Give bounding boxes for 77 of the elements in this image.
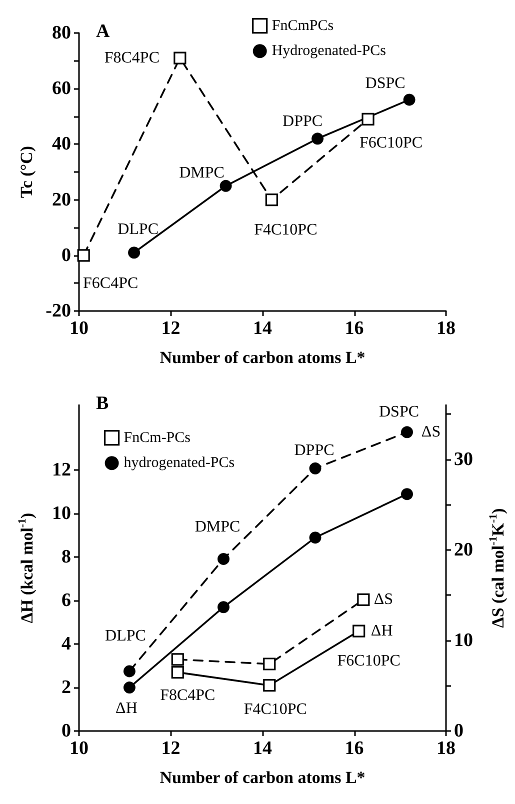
- x-axis-title: Number of carbon atoms L*: [160, 348, 366, 367]
- y2-tick-label: 30: [454, 448, 473, 470]
- annotation: F4C10PC: [254, 221, 318, 238]
- x-tick-label: 16: [344, 738, 364, 759]
- annotation: DSPC: [365, 75, 406, 92]
- point: [312, 132, 324, 145]
- y-tick-label: 12: [52, 460, 71, 481]
- x-axis-title: Number of carbon atoms L*: [160, 768, 366, 787]
- annotation: DPPC: [282, 113, 323, 130]
- point: [263, 658, 276, 670]
- annotation: F8C4PC: [104, 50, 160, 67]
- point: [174, 52, 186, 64]
- y-tick-label: 60: [52, 78, 71, 100]
- point: [357, 593, 370, 606]
- y-tick-label: 0: [62, 244, 71, 266]
- annotation: DLPC: [118, 221, 159, 238]
- point: [352, 624, 366, 638]
- x-tick-label: 18: [436, 318, 456, 339]
- point: [123, 665, 136, 678]
- point: [309, 462, 322, 474]
- annotation: F6C10PC: [359, 134, 423, 152]
- point: [77, 249, 90, 262]
- y-axis-title: Tc (°C): [16, 146, 36, 198]
- point: [362, 112, 374, 126]
- chart-title: A: [96, 21, 110, 42]
- annotation: F6C10PC: [337, 652, 400, 670]
- point: [401, 426, 414, 438]
- legend-label: FnCmPCs: [272, 18, 334, 34]
- legend-label: Hydrogenated-PCs: [272, 43, 386, 60]
- x-tick-label: 12: [161, 738, 180, 759]
- point: [128, 246, 140, 259]
- y2-tick-label: 20: [454, 539, 473, 560]
- y-tick-label: 8: [62, 546, 71, 568]
- x-tick-label: 14: [253, 738, 272, 759]
- point: [309, 532, 322, 544]
- annotation: DMPC: [194, 518, 240, 536]
- annotation: F4C10PC: [244, 700, 307, 718]
- y-tick-label: 80: [52, 22, 71, 44]
- y-tick-label: 6: [62, 590, 71, 612]
- point: [220, 180, 232, 192]
- annotation: DMPC: [179, 164, 224, 182]
- point: [171, 653, 184, 666]
- y-tick-label: 2: [62, 677, 71, 698]
- x-tick-label: 18: [436, 738, 456, 759]
- point: [401, 488, 414, 500]
- y-axis-title: ΔH (kcal mol-1): [16, 512, 36, 624]
- x-tick-label: 12: [161, 318, 180, 339]
- annotation: F6C4PC: [83, 274, 138, 292]
- annotation: DLPC: [105, 628, 146, 645]
- y-tick-label: 10: [52, 503, 71, 524]
- point: [403, 94, 416, 106]
- point: [218, 601, 230, 614]
- legend-label: FnCm-PCs: [124, 430, 191, 446]
- point: [263, 679, 276, 692]
- y2-tick-label: 10: [454, 630, 473, 651]
- point: [123, 682, 136, 694]
- annotation: F8C4PC: [160, 686, 216, 704]
- point: [218, 552, 230, 565]
- y-tick-label: 0: [62, 720, 71, 742]
- annotation: DSPC: [378, 404, 420, 421]
- y-tick-label: 4: [62, 634, 72, 655]
- y-tick-label: 20: [52, 189, 71, 210]
- annotation: DPPC: [294, 442, 334, 459]
- point: [171, 666, 184, 679]
- y-tick-label: -20: [46, 300, 71, 322]
- y-tick-label: 40: [52, 134, 71, 155]
- annotation: ΔS: [421, 424, 441, 441]
- chart-title: B: [96, 393, 109, 414]
- y2-tick-label: 0: [454, 720, 464, 742]
- annotation: ΔH: [370, 622, 394, 640]
- annotation: ΔH: [116, 700, 138, 718]
- x-tick-label: 14: [253, 318, 272, 339]
- annotation: ΔS: [374, 591, 394, 608]
- y2-axis-title: ΔS (cal mol-1K-1): [488, 508, 508, 628]
- legend-label: hydrogenated-PCs: [124, 455, 235, 472]
- x-tick-label: 16: [344, 318, 364, 339]
- point: [265, 194, 278, 206]
